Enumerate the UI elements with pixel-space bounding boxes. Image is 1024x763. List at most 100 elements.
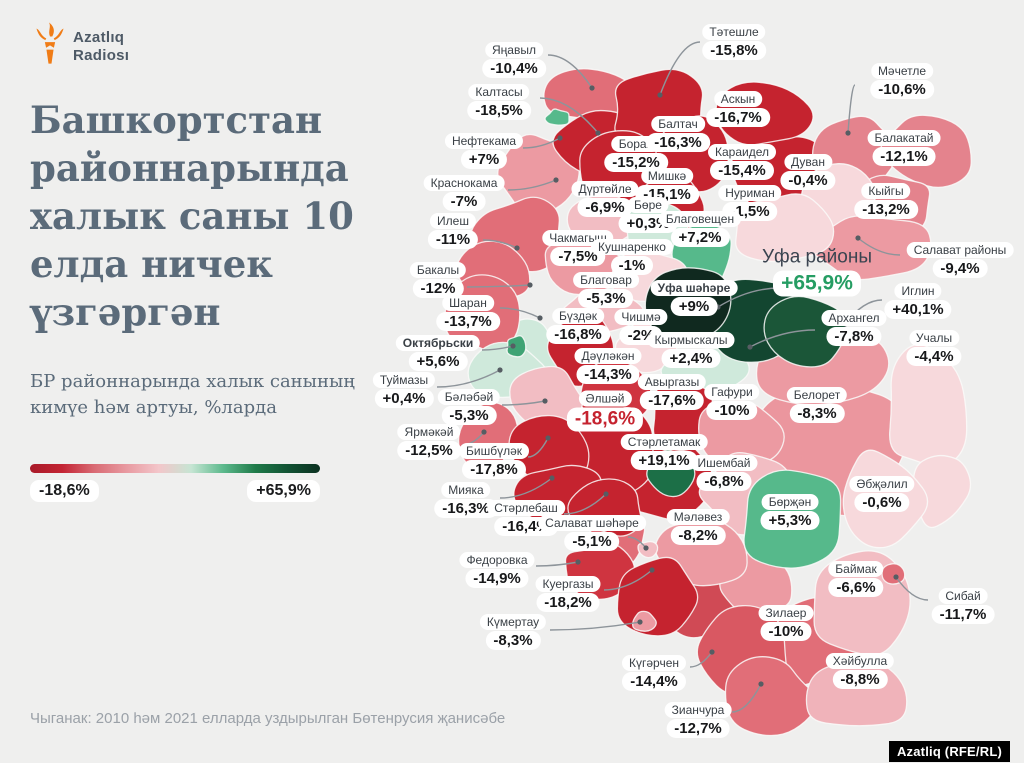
district-value: -12,1% — [872, 147, 936, 166]
district-value: -8,8% — [832, 670, 888, 689]
district-value: -14,9% — [465, 569, 529, 588]
leader-line — [522, 137, 561, 149]
source-note: Чыганак: 2010 һәм 2021 елларда уздырылга… — [30, 710, 506, 727]
district-name: Хәйбулла — [825, 653, 895, 669]
legend-min-value: -18,6% — [30, 480, 99, 502]
district-value: -11% — [427, 230, 479, 249]
leader-line — [603, 569, 653, 591]
district-label: Дәүләкән -14,3% — [574, 348, 642, 384]
district-value: -18,5% — [467, 101, 531, 120]
brand-name: Azatlıq Radiosı — [73, 29, 129, 65]
district-name: Чишмә — [614, 309, 668, 325]
district-label: Учалы -4,4% — [906, 330, 962, 366]
district-name: Бөрҗән — [761, 494, 819, 510]
district-value: -15,8% — [702, 41, 766, 60]
leader-dot — [643, 545, 649, 551]
district-name: Кушнаренко — [591, 239, 673, 255]
district-name: Мишкә — [640, 168, 694, 184]
district-label: Салават районы -9,4% — [906, 242, 1014, 278]
district-name: Нефтекама — [444, 133, 524, 149]
district-name: Авыргазы — [637, 374, 707, 390]
district-name: Салават шәһәре — [538, 515, 646, 531]
attribution-badge: Azatliq (RFE/RL) — [888, 741, 1010, 762]
district-label: Балтач -16,3% — [646, 116, 710, 152]
district-label: Күгәрчен -14,4% — [621, 655, 687, 691]
district-name: Мияка — [441, 482, 491, 498]
district-value: -1% — [610, 256, 654, 275]
district-region — [632, 610, 657, 632]
district-label: Салават шәһәре -5,1% — [538, 515, 646, 551]
district-region — [506, 335, 527, 358]
district-name: Октябрьски — [395, 335, 481, 351]
leader-dot — [553, 177, 559, 183]
district-value: -7% — [442, 192, 486, 211]
district-label: Шаран -13,7% — [436, 295, 500, 331]
district-value: -12% — [412, 279, 464, 298]
district-label: Кырмыскалы +2,4% — [647, 332, 735, 368]
district-label: Бөрҗән +5,3% — [760, 494, 820, 530]
leader-dot — [603, 491, 609, 497]
leader-line — [689, 651, 713, 668]
district-name: Туймазы — [372, 372, 436, 388]
leader-dot — [557, 135, 563, 141]
district-label: Яңавыл -10,4% — [482, 42, 546, 78]
district-value: -7,8% — [826, 327, 882, 346]
leader-line — [466, 284, 531, 288]
district-name: Бүздәк — [551, 308, 605, 324]
district-label: Нефтекама +7% — [444, 133, 524, 169]
district-name: Күмертау — [479, 614, 547, 630]
district-label: Уфа районы +65,9% — [755, 246, 879, 297]
district-name: Әбҗәлил — [849, 476, 915, 492]
district-label: Бакалы -12% — [409, 262, 467, 298]
district-name: Кырмыскалы — [647, 332, 735, 348]
leader-line — [847, 84, 856, 134]
district-name: Стәрлетамак — [620, 434, 708, 450]
district-label: Благовещен +7,2% — [658, 211, 742, 247]
district-value: -8,2% — [670, 526, 726, 545]
district-name: Уфа районы — [761, 246, 873, 268]
district-name: Мәчетле — [870, 63, 934, 79]
leader-line — [731, 683, 762, 713]
leader-dot — [758, 681, 764, 687]
legend-max-value: +65,9% — [247, 480, 320, 502]
district-name: Дәүләкән — [574, 348, 642, 364]
leader-dot — [497, 367, 503, 373]
district-value: -5,3% — [441, 406, 497, 425]
district-name: Дуван — [784, 154, 832, 170]
district-value: -6,6% — [828, 578, 884, 597]
leader-line — [507, 179, 557, 191]
district-value: +7,2% — [670, 228, 730, 247]
leader-dot — [595, 130, 601, 136]
district-value: -5,1% — [564, 532, 620, 551]
leader-line — [499, 477, 553, 499]
district-value: -11,7% — [931, 605, 995, 624]
leader-dot — [637, 619, 643, 625]
leader-line — [527, 437, 549, 458]
district-label: Архангел -7,8% — [821, 310, 887, 346]
leader-line — [895, 576, 929, 601]
page-subtitle: БР районнарында халык санының кимүе һәм … — [30, 371, 355, 419]
leader-dot — [542, 398, 548, 404]
district-label: Тәтешле -15,8% — [702, 24, 766, 60]
brand-line2: Radiosı — [73, 46, 130, 64]
leader-line — [659, 41, 701, 96]
leader-dot — [575, 559, 581, 565]
district-name: Яңавыл — [485, 42, 543, 58]
leader-dot — [709, 649, 715, 655]
brand-line1: Azatlıq — [73, 28, 125, 46]
district-label: Ишембай -6,8% — [690, 455, 758, 491]
district-label: Мияка -16,3% — [434, 482, 498, 518]
leader-dot — [510, 343, 516, 349]
district-label: Илеш -11% — [427, 213, 479, 249]
district-name: Бөре — [627, 197, 669, 213]
district-value: -0,6% — [854, 493, 910, 512]
district-name: Сибай — [938, 588, 988, 604]
leader-dot — [537, 315, 543, 321]
leader-dot — [527, 282, 533, 288]
district-name: Салават районы — [906, 242, 1014, 258]
district-value: +2,4% — [661, 349, 721, 368]
district-label: Куергазы -18,2% — [535, 576, 601, 612]
district-label: Белорет -8,3% — [786, 387, 848, 423]
district-value: +40,1% — [884, 300, 952, 319]
